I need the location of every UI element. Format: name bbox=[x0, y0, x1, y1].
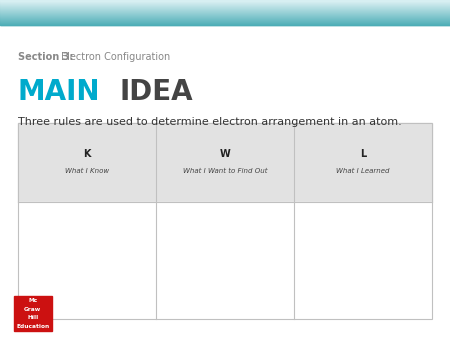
Bar bbox=[0, 22, 450, 23]
Bar bbox=[0, 11, 450, 12]
Text: L: L bbox=[360, 149, 366, 159]
Text: Three rules are used to determine electron arrangement in an atom.: Three rules are used to determine electr… bbox=[18, 117, 402, 127]
Bar bbox=[0, 3, 450, 4]
Text: What I Know: What I Know bbox=[65, 168, 109, 174]
Bar bbox=[18, 123, 432, 319]
Bar bbox=[0, 16, 450, 17]
Bar bbox=[0, 12, 450, 13]
Bar bbox=[0, 15, 450, 16]
Bar bbox=[0, 7, 450, 8]
Bar bbox=[0, 8, 450, 9]
Bar bbox=[0, 0, 450, 1]
Text: What I Want to Find Out: What I Want to Find Out bbox=[183, 168, 267, 174]
Bar bbox=[0, 18, 450, 19]
Bar bbox=[18, 202, 432, 319]
Bar bbox=[0, 2, 450, 3]
Bar bbox=[0, 10, 450, 11]
Bar bbox=[0, 9, 450, 10]
Text: MAIN: MAIN bbox=[18, 78, 100, 106]
Bar bbox=[0, 17, 450, 18]
Text: Hill: Hill bbox=[27, 315, 38, 320]
Bar bbox=[0, 23, 450, 24]
Text: Graw: Graw bbox=[24, 307, 41, 312]
Text: K: K bbox=[83, 149, 91, 159]
Bar bbox=[18, 123, 432, 202]
Bar bbox=[0, 5, 450, 6]
Text: Section 3:: Section 3: bbox=[18, 52, 73, 63]
Text: Electron Configuration: Electron Configuration bbox=[61, 52, 170, 63]
Text: Education: Education bbox=[16, 324, 49, 329]
Bar bbox=[14, 296, 52, 331]
Bar bbox=[0, 6, 450, 7]
Bar bbox=[0, 24, 450, 25]
Bar bbox=[0, 13, 450, 14]
Text: W: W bbox=[220, 149, 230, 159]
Bar bbox=[0, 21, 450, 22]
Text: What I Learned: What I Learned bbox=[336, 168, 390, 174]
Bar bbox=[0, 14, 450, 15]
Bar bbox=[0, 20, 450, 21]
Bar bbox=[0, 6, 450, 7]
Text: IDEA: IDEA bbox=[119, 78, 193, 106]
Bar bbox=[0, 19, 450, 20]
Bar bbox=[0, 4, 450, 5]
Text: Mc: Mc bbox=[28, 298, 37, 303]
